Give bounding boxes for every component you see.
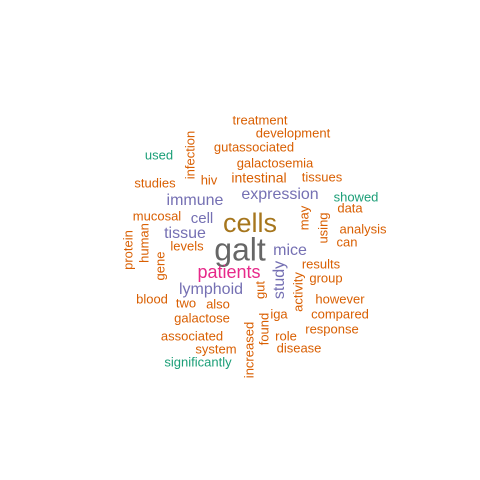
word-group: group bbox=[309, 270, 342, 285]
word-system: system bbox=[195, 341, 236, 356]
word-increased: increased bbox=[241, 322, 256, 378]
word-also: also bbox=[206, 296, 230, 311]
word-galt: galt bbox=[214, 231, 266, 267]
word-expression: expression bbox=[241, 186, 318, 203]
word-study: study bbox=[271, 261, 288, 299]
word-significantly: significantly bbox=[164, 354, 232, 369]
word-galactosemia: galactosemia bbox=[237, 155, 314, 170]
word-activity: activity bbox=[290, 272, 305, 312]
word-found: found bbox=[256, 313, 271, 346]
word-cell: cell bbox=[191, 210, 214, 227]
word-gutassociated: gutassociated bbox=[214, 139, 294, 154]
word-human: human bbox=[136, 223, 151, 263]
word-tissues: tissues bbox=[302, 169, 343, 184]
word-results: results bbox=[302, 256, 341, 271]
word-mucosal: mucosal bbox=[133, 208, 182, 223]
word-compared: compared bbox=[311, 306, 369, 321]
word-analysis: analysis bbox=[340, 221, 387, 236]
word-hiv: hiv bbox=[201, 172, 218, 187]
word-development: development bbox=[256, 125, 331, 140]
word-treatment: treatment bbox=[233, 112, 288, 127]
word-associated: associated bbox=[161, 328, 223, 343]
word-protein: protein bbox=[120, 230, 135, 270]
word-showed: showed bbox=[334, 189, 379, 204]
word-cells: cells bbox=[223, 208, 277, 238]
word-gut: gut bbox=[252, 281, 267, 299]
word-tissue: tissue bbox=[164, 225, 206, 242]
word-iga: iga bbox=[270, 306, 288, 321]
word-disease: disease bbox=[277, 340, 322, 355]
word-studies: studies bbox=[134, 175, 176, 190]
word-mice: mice bbox=[273, 242, 307, 259]
word-blood: blood bbox=[136, 291, 168, 306]
word-however: however bbox=[315, 291, 365, 306]
word-used: used bbox=[145, 147, 173, 162]
word-lymphoid: lymphoid bbox=[179, 281, 243, 298]
word-two: two bbox=[176, 295, 196, 310]
word-gene: gene bbox=[152, 252, 167, 281]
word-galactose: galactose bbox=[174, 310, 230, 325]
word-response: response bbox=[305, 321, 358, 336]
word-patients: patients bbox=[197, 262, 260, 282]
word-levels: levels bbox=[170, 238, 204, 253]
word-may: may bbox=[296, 205, 311, 230]
word-data: data bbox=[337, 200, 363, 215]
word-immune: immune bbox=[167, 192, 224, 209]
word-can: can bbox=[337, 234, 358, 249]
word-role: role bbox=[275, 328, 297, 343]
word-infection: infection bbox=[182, 131, 197, 179]
word-intestinal: intestinal bbox=[231, 170, 286, 186]
word-using: using bbox=[315, 212, 330, 243]
